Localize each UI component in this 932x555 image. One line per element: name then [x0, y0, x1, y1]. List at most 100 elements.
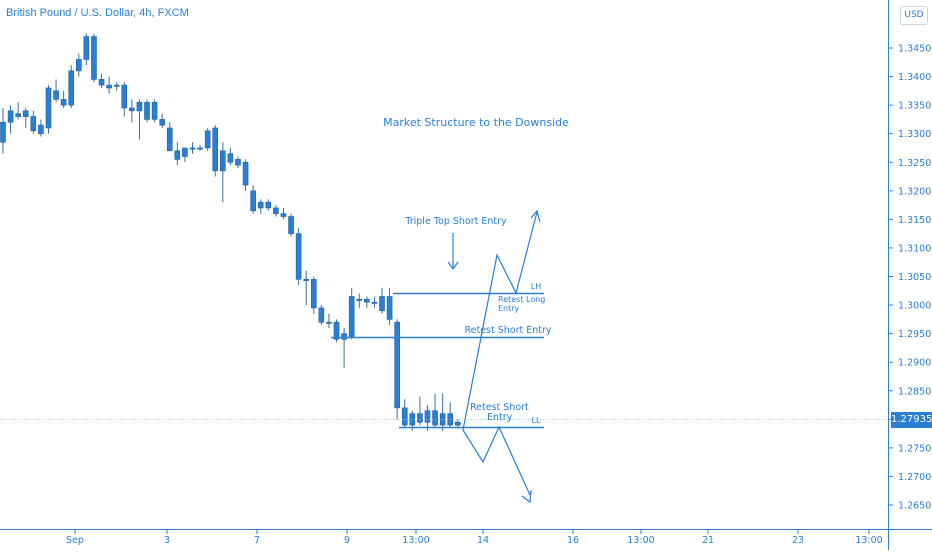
candle-body	[394, 321, 400, 409]
candle-body	[265, 201, 272, 209]
candle	[356, 293, 363, 308]
candle	[424, 405, 431, 431]
time-tick-label: 23	[792, 535, 804, 546]
candle	[220, 142, 226, 203]
candle-body	[98, 79, 105, 86]
candle	[38, 119, 44, 137]
price-tick-label: 1.32000	[898, 186, 932, 197]
candle	[166, 122, 173, 152]
candle	[417, 396, 423, 426]
candle-body	[83, 36, 90, 60]
candle	[151, 99, 158, 123]
candle-body	[348, 296, 355, 337]
candle	[310, 276, 317, 314]
up-path	[462, 211, 538, 431]
candle	[0, 107, 6, 154]
candle	[394, 319, 400, 420]
price-tick-label: 1.27500	[898, 443, 932, 454]
time-tick-label: 7	[254, 535, 260, 546]
candle-body	[76, 59, 82, 72]
candle	[144, 99, 150, 123]
time-tick-label: 13:00	[855, 535, 882, 546]
candle	[341, 327, 347, 368]
candle	[212, 125, 219, 177]
candle-body	[386, 296, 393, 320]
candle-body	[136, 101, 143, 112]
candle-body	[454, 421, 461, 426]
candle-body	[113, 84, 120, 87]
time-tick-label: 13:00	[627, 535, 654, 546]
candle-body	[242, 161, 249, 186]
candle	[288, 213, 294, 237]
candle	[348, 287, 355, 340]
candle	[454, 419, 461, 428]
price-tick-label: 1.34000	[898, 72, 932, 83]
candle	[129, 99, 135, 123]
candle-body	[166, 127, 173, 152]
candle-body	[106, 84, 112, 89]
candle	[447, 402, 454, 428]
candle-body	[204, 130, 211, 149]
ll-label: LL	[532, 416, 541, 425]
candle-body	[333, 321, 340, 340]
candle	[60, 90, 67, 108]
candle-body	[22, 110, 29, 117]
candle-body	[439, 413, 446, 426]
time-tick-label: 13:00	[402, 535, 429, 546]
price-tick-label: 1.27000	[898, 472, 932, 483]
candles	[0, 33, 461, 431]
candle-body	[273, 207, 279, 214]
currency-button[interactable]: USD	[900, 6, 928, 25]
retest-short-lower-line2: Entry	[487, 412, 513, 423]
candle-body	[53, 90, 59, 100]
candle-body	[280, 213, 287, 217]
candle-body	[45, 87, 52, 129]
candle-body	[417, 413, 423, 423]
retest-long-label-line1: Retest Long	[498, 295, 545, 304]
candle	[227, 147, 234, 166]
time-axis[interactable]: Sep 3 7 9 13:00 14 16 13:00 21 23 13:00	[66, 529, 883, 546]
candle	[250, 185, 256, 214]
candle	[303, 270, 310, 306]
triple-top-label: Triple Top Short Entry	[404, 216, 507, 227]
projected-path	[462, 425, 531, 496]
candle	[113, 82, 120, 91]
down-arrow-head	[521, 489, 532, 504]
candle-body	[30, 116, 37, 132]
time-tick-label: 9	[344, 535, 350, 546]
drawings: Market Structure to the Downside Triple …	[0, 116, 888, 504]
price-tick-label: 1.29000	[898, 358, 932, 369]
price-tick-label: 1.29500	[898, 329, 932, 340]
candle	[280, 207, 287, 220]
candle-body	[356, 299, 363, 301]
price-tick-label: 1.31000	[898, 243, 932, 254]
candle	[136, 99, 143, 140]
candle-body	[227, 153, 234, 163]
candle-body	[220, 150, 226, 172]
candle-body	[288, 216, 294, 234]
candle-body	[235, 159, 241, 166]
candle-body	[7, 110, 14, 123]
candle	[106, 76, 112, 94]
candle-body	[189, 147, 196, 150]
candle-body	[0, 121, 6, 143]
price-tick-label: 1.30500	[898, 272, 932, 283]
candle	[121, 82, 128, 117]
candle	[76, 53, 82, 77]
candle-body	[401, 407, 408, 426]
candle	[197, 145, 203, 151]
candle	[30, 110, 37, 134]
price-axis[interactable]: 1.34500 1.34000 1.33500 1.33000 1.32500 1.320…	[888, 44, 932, 512]
candle	[242, 159, 249, 191]
candle-body	[129, 107, 135, 112]
candle-body	[364, 299, 370, 303]
retest-short-lower-line1: Retest Short	[470, 402, 529, 413]
time-tick-label: 21	[702, 535, 714, 546]
price-tick-label: 1.26500	[898, 501, 932, 512]
candle	[182, 147, 188, 163]
retest-short-upper-label: Retest Short Entry	[464, 325, 551, 336]
candle-body	[197, 147, 203, 150]
time-tick-label: 3	[164, 535, 170, 546]
